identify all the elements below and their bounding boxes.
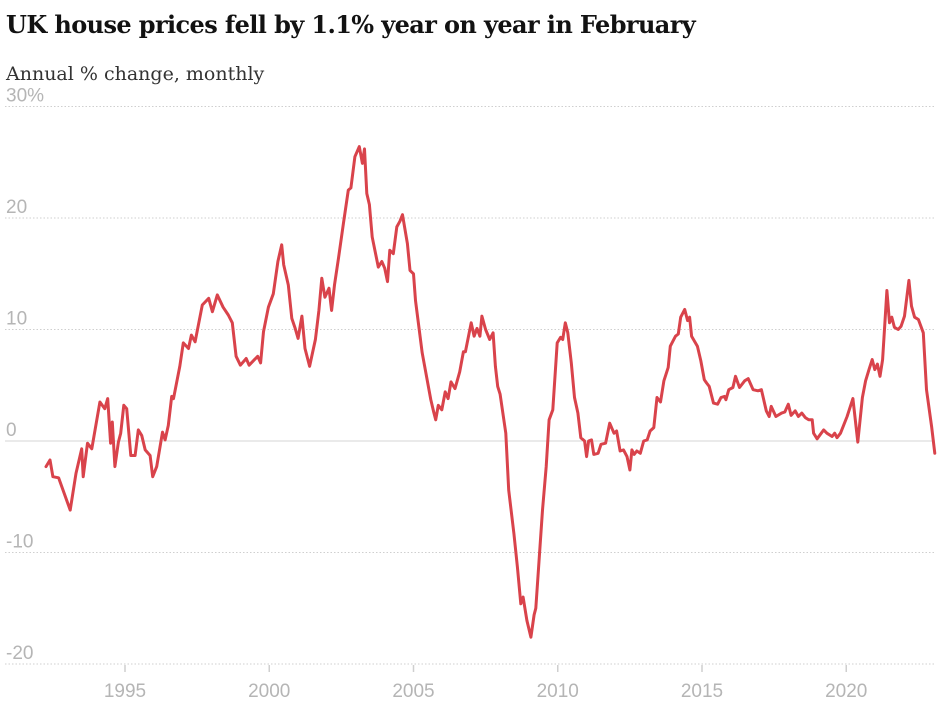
y-tick-label: 30% [6, 86, 44, 107]
x-tick-label: 2000 [248, 681, 290, 702]
x-tick-label: 2010 [537, 681, 579, 702]
x-tick-label: 1995 [104, 681, 146, 702]
x-tick-label: 2005 [392, 681, 434, 702]
y-tick-label: 10 [6, 309, 27, 330]
x-tick-label: 2015 [681, 681, 723, 702]
y-tick-label: 20 [6, 197, 27, 218]
y-tick-label: -20 [6, 643, 33, 664]
y-tick-label: 0 [6, 420, 17, 441]
chart-subtitle: Annual % change, monthly [6, 63, 265, 85]
chart-title: UK house prices fell by 1.1% year on yea… [6, 10, 696, 39]
y-tick-label: -10 [6, 532, 33, 553]
x-tick-label: 2020 [825, 681, 867, 702]
series-line [44, 145, 937, 639]
